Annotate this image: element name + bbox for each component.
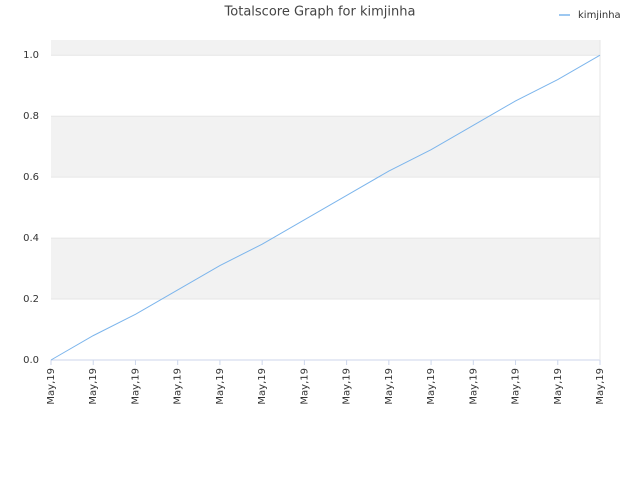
y-tick-label: 0.0: [23, 355, 39, 366]
x-tick-label: May,19: [426, 368, 437, 405]
y-tick-label: 0.2: [23, 294, 39, 305]
plot-band: [51, 40, 600, 56]
x-tick-label: May,19: [595, 368, 606, 405]
x-tick-label: May,19: [215, 368, 226, 405]
y-tick-label: 0.6: [23, 172, 39, 183]
series-line: [50, 54, 601, 361]
y-tick-label: 1.0: [23, 50, 39, 61]
x-tick-label: May,19: [299, 368, 310, 405]
chart-title: Totalscore Graph for kimjinha: [224, 5, 416, 20]
x-tick-label: May,19: [553, 368, 564, 405]
x-tick-label: May,19: [173, 368, 184, 405]
plot-band: [51, 55, 600, 117]
x-tick-label: May,19: [88, 368, 99, 405]
plot-band: [51, 116, 600, 178]
y-tick-label: 0.4: [23, 233, 39, 244]
x-tick-label: May,19: [130, 368, 141, 405]
legend-label: kimjinha: [578, 10, 621, 21]
x-tick-label: May,19: [257, 368, 268, 405]
plot-band: [51, 299, 600, 360]
y-tick-label: 0.8: [23, 111, 39, 122]
x-tick-label: May,19: [342, 368, 353, 405]
x-tick-label: May,19: [468, 368, 479, 405]
x-tick-label: May,19: [384, 368, 395, 405]
x-tick-label: May,19: [46, 368, 57, 405]
plot-band: [51, 238, 600, 300]
x-tick-label: May,19: [511, 368, 522, 405]
